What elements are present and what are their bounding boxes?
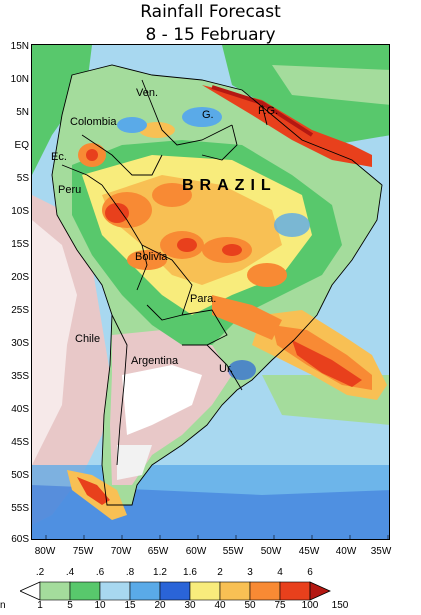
lon-label: 80W <box>34 546 56 557</box>
map-title: Rainfall Forecast <box>140 2 281 22</box>
label-guyana: G. <box>202 109 214 121</box>
lat-label: 10S <box>11 206 29 217</box>
label-venezuela: Ven. <box>136 87 159 99</box>
label-colombia: Colombia <box>70 116 117 128</box>
colorbar-upper-label: .2 <box>35 567 45 578</box>
colorbar-lower-label: 40 <box>214 600 226 611</box>
lat-label: 40S <box>11 404 29 415</box>
colorbar-segment <box>309 581 331 601</box>
lat-label: EQ <box>14 140 29 151</box>
colorbar-segment <box>189 581 221 601</box>
lat-label: 35S <box>11 371 29 382</box>
label-brazil: BRAZIL <box>182 177 277 194</box>
colorbar-segment <box>159 581 191 601</box>
colorbar-upper-label: 4 <box>277 567 283 578</box>
colorbar-segment <box>69 581 101 601</box>
colorbar-upper-label: 6 <box>307 567 313 578</box>
lon-label: 50W <box>260 546 282 557</box>
colorbar-lower-label: 20 <box>154 600 166 611</box>
label-paraguay: Para. <box>190 293 217 305</box>
lat-label: 5N <box>16 107 29 118</box>
lat-label: 10N <box>10 74 29 85</box>
label-bolivia: Bolivia <box>135 251 168 263</box>
colorbar-lower-label: 10 <box>94 600 106 611</box>
lat-label: 5S <box>16 173 29 184</box>
lon-label: 45W <box>298 546 320 557</box>
label-argentina: Argentina <box>131 355 179 367</box>
lon-label: 60W <box>185 546 207 557</box>
colorbar-segment <box>129 581 161 601</box>
lon-label: 70W <box>110 546 132 557</box>
lat-label: 60S <box>11 534 29 545</box>
lat-label: 50S <box>11 470 29 481</box>
colorbar-lower-label: 5 <box>67 600 73 611</box>
lat-label: 15S <box>11 239 29 250</box>
lon-label: 65W <box>147 546 169 557</box>
lat-label: 20S <box>11 272 29 283</box>
colorbar-upper-label: 3 <box>247 567 253 578</box>
map-subtitle: 8 - 15 February <box>145 25 276 45</box>
colorbar-upper-label: .4 <box>65 567 75 578</box>
colorbar-segment <box>20 581 41 601</box>
label-french-guiana: F.G. <box>258 105 279 117</box>
colorbar-lower-label: 1 <box>37 600 43 611</box>
colorbar-lower-label: 150 <box>331 600 349 611</box>
lat-label: 15N <box>10 41 29 52</box>
lon-label: 75W <box>72 546 94 557</box>
map-canvas <box>32 45 389 539</box>
colorbar-upper-label: 1.6 <box>183 567 197 578</box>
colorbar-lower-label: 15 <box>124 600 136 611</box>
colorbar-segment <box>99 581 131 601</box>
lon-label: 55W <box>222 546 244 557</box>
colorbar-upper-label: .6 <box>95 567 105 578</box>
label-chile: Chile <box>75 333 101 345</box>
rainfall-map: Ven. G. F.G. Colombia Ec. Peru BRAZIL Bo… <box>31 44 390 540</box>
colorbar-segment <box>249 581 281 601</box>
lat-label: 25S <box>11 305 29 316</box>
colorbar-upper-label: 2 <box>217 567 223 578</box>
colorbar-segment <box>219 581 251 601</box>
lon-label: 40W <box>335 546 357 557</box>
lat-label: 45S <box>11 437 29 448</box>
colorbar-lower-label: 100 <box>301 600 319 611</box>
label-uruguay: Ur. <box>219 363 234 375</box>
label-ecuador: Ec. <box>51 151 67 163</box>
lon-label: 35W <box>370 546 392 557</box>
lat-label: 30S <box>11 338 29 349</box>
label-peru: Peru <box>58 184 82 196</box>
lat-label: 55S <box>11 503 29 514</box>
colorbar-segment <box>39 581 71 601</box>
colorbar-lower-label: 30 <box>184 600 196 611</box>
colorbar-upper-label: 1.2 <box>153 567 167 578</box>
cutoff-text: n <box>0 600 6 611</box>
colorbar-lower-label: 75 <box>274 600 286 611</box>
colorbar-lower-label: 50 <box>244 600 256 611</box>
colorbar-segment <box>279 581 311 601</box>
colorbar-upper-label: .8 <box>125 567 135 578</box>
colorbar <box>20 581 331 601</box>
